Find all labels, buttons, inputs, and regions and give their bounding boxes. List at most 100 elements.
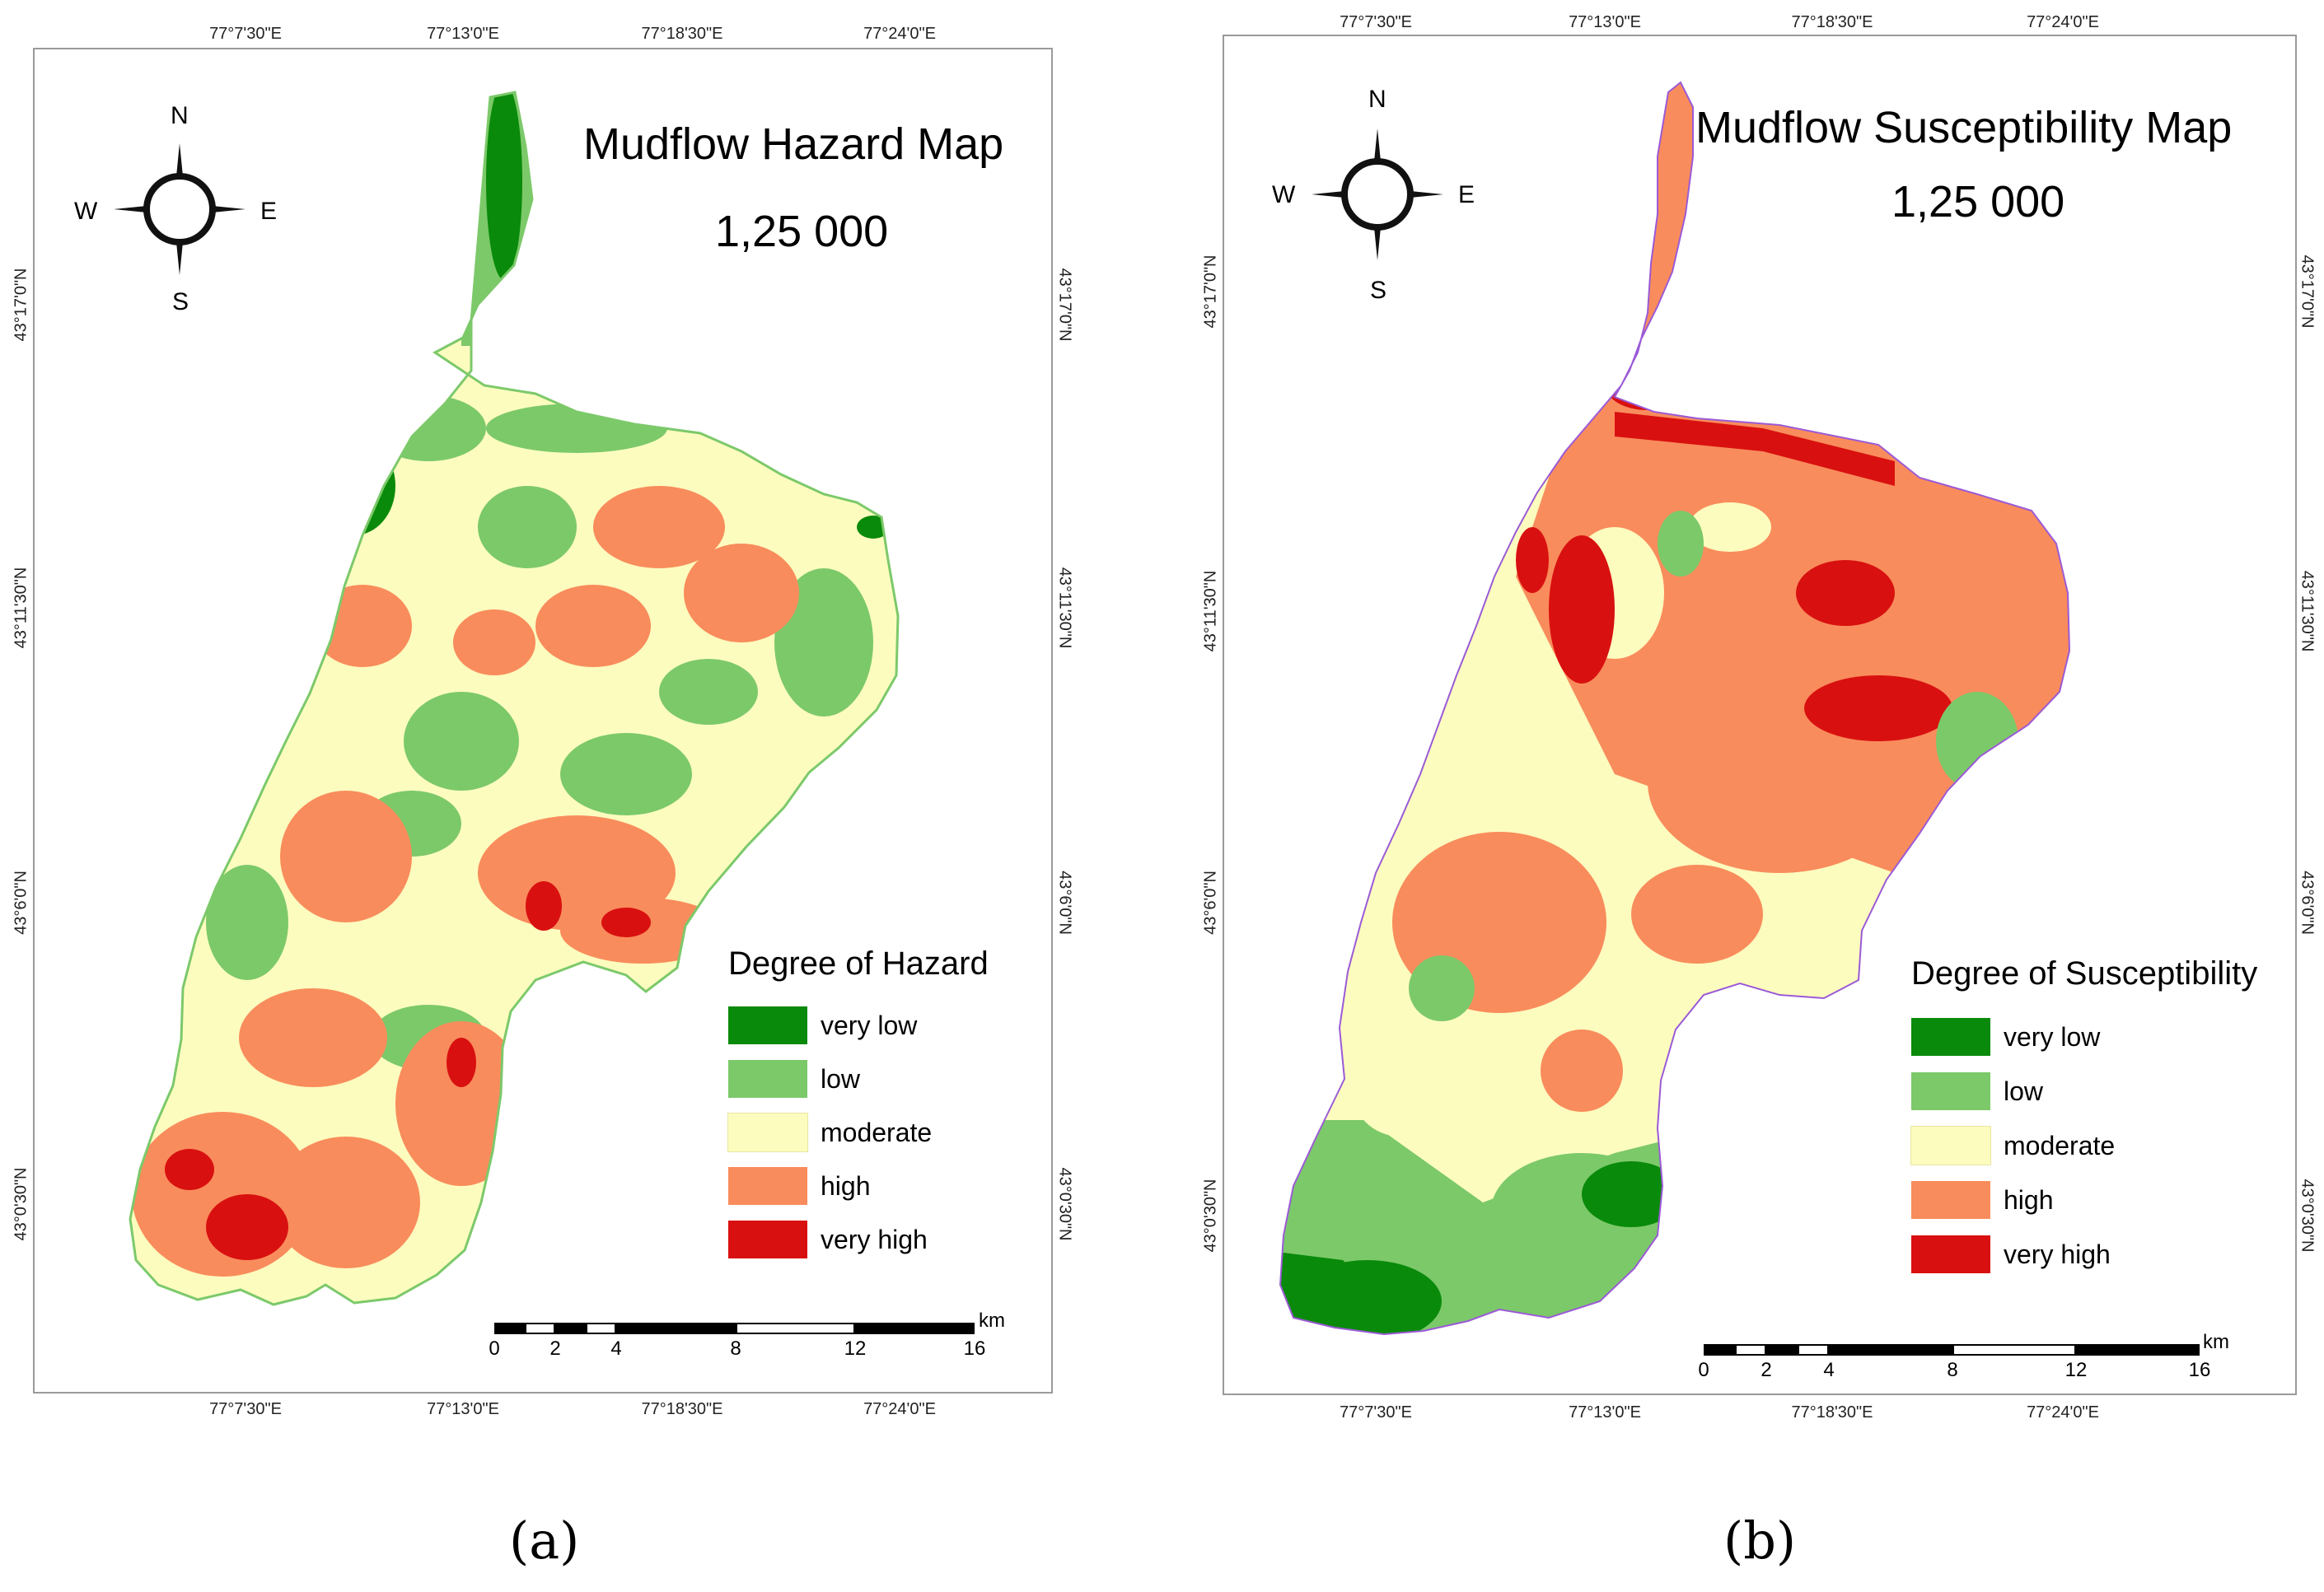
panel-b: 77°7'30"E 77°13'0"E 77°18'30"E 77°24'0"E… xyxy=(1153,0,2324,1571)
coord-top-1: 77°7'30"E xyxy=(209,25,282,43)
coord-right-3: 43°6'0"N xyxy=(1055,871,1074,935)
coord-right-2: 43°11'30"N xyxy=(1055,567,1074,649)
legend-swatch xyxy=(1911,1072,1990,1110)
map-scale-b: 1,25 000 xyxy=(1891,177,2065,226)
panel-label-a: (a) xyxy=(509,1510,580,1571)
compass-south-label: S xyxy=(172,288,189,315)
coord-bottom-3: 77°18'30"E xyxy=(1791,1403,1873,1422)
coord-top-1: 77°7'30"E xyxy=(1340,13,1412,31)
scale-bar-segment xyxy=(1829,1344,1952,1356)
coord-bottom-4: 77°24'0"E xyxy=(863,1400,936,1418)
scale-unit-label: km xyxy=(2203,1331,2229,1353)
scale-bar-b: 0 2 4 8 12 16 km xyxy=(1698,1331,2231,1394)
coord-right-1: 43°17'0"N xyxy=(1055,268,1074,342)
legend-label: very low xyxy=(2004,1022,2101,1052)
scale-tick-16: 16 xyxy=(963,1338,986,1360)
coord-left-4: 43°0'30"N xyxy=(12,1167,30,1241)
map-frame-b xyxy=(1223,35,2297,1395)
compass-south-label: S xyxy=(1370,277,1387,304)
legend-label: high xyxy=(2004,1185,2054,1215)
legend-swatch xyxy=(727,1113,808,1152)
scale-bar-segment xyxy=(555,1323,586,1334)
legend-label: low xyxy=(2004,1076,2044,1106)
coord-left-4: 43°0'30"N xyxy=(1201,1179,1220,1253)
scale-tick-0: 0 xyxy=(489,1338,500,1360)
coord-left-1: 43°17'0"N xyxy=(12,268,30,342)
coord-top-2: 77°13'0"E xyxy=(1569,13,1641,31)
coord-right-4: 43°0'30"N xyxy=(1055,1167,1074,1241)
legend-title-a: Degree of Hazard xyxy=(728,945,989,982)
compass-east-label: E xyxy=(1458,181,1475,208)
legend-swatch xyxy=(1911,1181,1990,1219)
map-frame-a xyxy=(33,48,1053,1394)
scale-bar-segment xyxy=(1735,1344,1766,1356)
scale-bar-segment xyxy=(736,1323,855,1334)
legend-title-b: Degree of Susceptibility xyxy=(1911,955,2258,992)
legend-label: high xyxy=(821,1171,871,1201)
coord-top-3: 77°18'30"E xyxy=(1791,13,1873,31)
compass-west-label: W xyxy=(74,198,98,225)
scale-bar-segment xyxy=(525,1323,555,1334)
coord-right-1: 43°17'0"N xyxy=(2298,254,2317,329)
legend-label: very high xyxy=(2004,1240,2111,1269)
panel-label-b: (b) xyxy=(1723,1510,1797,1571)
coord-bottom-3: 77°18'30"E xyxy=(641,1400,723,1418)
scale-tick-4: 4 xyxy=(1823,1359,1835,1381)
legend-label: moderate xyxy=(2004,1131,2116,1160)
legend-swatch xyxy=(728,1221,807,1258)
coord-top-4: 77°24'0"E xyxy=(863,25,936,43)
scale-bar-segment xyxy=(1704,1344,1735,1356)
scale-tick-2: 2 xyxy=(549,1338,561,1360)
scale-tick-12: 12 xyxy=(2064,1359,2088,1381)
compass-north-label: N xyxy=(1368,86,1386,113)
legend-label: moderate xyxy=(821,1118,933,1147)
scale-bar-segment xyxy=(2076,1344,2200,1356)
scale-unit-label: km xyxy=(979,1310,1005,1332)
scale-bar-a: 0 2 4 8 12 16 km xyxy=(489,1310,1005,1372)
scale-tick-8: 8 xyxy=(1947,1359,1958,1381)
legend-swatch xyxy=(728,1006,807,1044)
compass-rose-icon xyxy=(1312,128,1443,260)
panel-a: 77°7'30"E 77°13'0"E 77°18'30"E 77°24'0"E… xyxy=(0,0,1153,1571)
scale-tick-8: 8 xyxy=(730,1338,741,1360)
coord-left-2: 43°11'30"N xyxy=(12,567,30,649)
map-scale-a: 1,25 000 xyxy=(715,207,889,256)
scale-bar-segment xyxy=(1766,1344,1798,1356)
scale-bar-segment xyxy=(1798,1344,1829,1356)
coord-bottom-1: 77°7'30"E xyxy=(1340,1403,1412,1422)
hazard-map-area xyxy=(129,91,900,1306)
coord-bottom-2: 77°13'0"E xyxy=(427,1400,499,1418)
scale-bar-segment xyxy=(616,1323,736,1334)
compass-north-label: N xyxy=(171,102,189,129)
compass-east-label: E xyxy=(260,198,278,225)
scale-tick-16: 16 xyxy=(2188,1359,2211,1381)
coord-left-3: 43°6'0"N xyxy=(12,871,30,935)
scale-bar-segment xyxy=(1952,1344,2076,1356)
coord-right-2: 43°11'30"N xyxy=(2298,570,2317,652)
legend-label: low xyxy=(821,1064,861,1094)
coord-right-3: 43°6'0"N xyxy=(2298,871,2317,935)
legend-swatch xyxy=(728,1060,807,1098)
coord-top-3: 77°18'30"E xyxy=(641,25,723,43)
compass-rose-icon xyxy=(114,143,245,275)
legend-label: very high xyxy=(821,1225,928,1254)
coord-top-4: 77°24'0"E xyxy=(2027,13,2099,31)
scale-bar-segment xyxy=(855,1323,975,1334)
scale-bar-segment xyxy=(586,1323,616,1334)
scale-tick-4: 4 xyxy=(610,1338,622,1360)
legend-swatch xyxy=(1910,1126,1991,1165)
coord-left-1: 43°17'0"N xyxy=(1201,254,1220,329)
scale-tick-0: 0 xyxy=(1698,1359,1709,1381)
legend-swatch xyxy=(1911,1018,1990,1056)
coord-left-3: 43°6'0"N xyxy=(1201,871,1220,935)
scale-bar-segment xyxy=(494,1323,525,1334)
coord-bottom-1: 77°7'30"E xyxy=(209,1400,282,1418)
coord-top-2: 77°13'0"E xyxy=(427,25,499,43)
legend-label: very low xyxy=(821,1011,918,1040)
coord-bottom-2: 77°13'0"E xyxy=(1569,1403,1641,1422)
compass-west-label: W xyxy=(1272,181,1296,208)
coord-right-4: 43°0'30"N xyxy=(2298,1179,2317,1253)
legend-swatch xyxy=(1911,1235,1990,1273)
susceptibility-map-area xyxy=(1279,81,2071,1336)
map-title-a: Mudflow Hazard Map xyxy=(583,119,1004,169)
